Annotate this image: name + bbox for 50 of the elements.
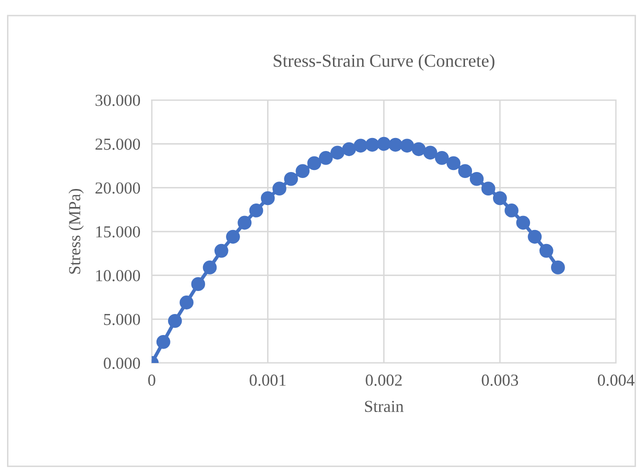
point [318,150,333,165]
chart-title: Stress-Strain Curve (Concrete) [274,54,494,71]
x-tick-label: 0.004 [598,374,634,386]
point [504,204,518,218]
x-tick-label: 0.003 [482,374,518,386]
point [376,136,391,151]
point [365,138,380,152]
point [214,244,228,258]
point [226,230,240,244]
y-axis-title: Stress (MPa) [68,188,84,274]
point [354,138,368,153]
y-tick-label: 20.000 [96,182,140,194]
point [260,191,275,206]
point [202,260,217,274]
point [516,216,530,230]
point [470,172,484,186]
point [539,244,554,258]
point [296,164,310,178]
point [307,156,322,170]
point [342,142,356,156]
point [388,138,402,152]
point [180,296,194,310]
point [156,334,170,349]
point [238,216,252,230]
point [168,314,182,328]
x-axis-title: Strain [365,400,404,412]
point [400,138,414,153]
point [412,142,426,156]
point [551,260,565,274]
x-tick-label: 0.002 [366,374,402,386]
point [330,146,344,160]
point [434,150,449,165]
y-tick-label: 0.000 [104,358,140,369]
point [284,172,298,186]
y-tick-label: 30.000 [96,94,140,106]
x-tick-label: 0 [148,374,156,386]
point [423,146,438,160]
y-tick-label: 5.000 [104,314,140,326]
y-tick-label: 15.000 [96,226,140,238]
y-tick-label: 10.000 [96,270,140,282]
x-tick-label: 0.001 [250,374,286,386]
point [272,182,286,196]
point [481,182,496,196]
point [446,156,460,170]
y-tick-label: 25.000 [96,138,140,150]
point [528,230,542,244]
point [191,277,206,292]
point [492,191,507,206]
point [458,164,472,178]
point [249,204,264,218]
